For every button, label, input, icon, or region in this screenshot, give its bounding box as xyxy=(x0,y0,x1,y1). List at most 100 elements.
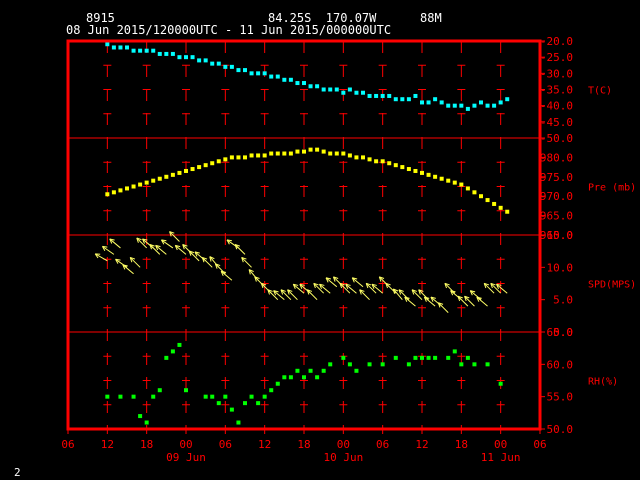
wind-arrow xyxy=(464,295,475,307)
wind-arrow-head xyxy=(333,276,339,279)
wind-arrow xyxy=(404,296,416,307)
pressure-point xyxy=(347,153,352,158)
y-tick-label: -45.0 xyxy=(540,116,573,129)
wind-arrow xyxy=(339,282,351,294)
wind-arrow-head xyxy=(261,282,267,286)
wind-arrow-head xyxy=(490,282,496,286)
pressure-point xyxy=(505,209,510,214)
humidity-point xyxy=(472,362,477,367)
pressure-point xyxy=(184,168,188,173)
wind-arrow-head xyxy=(313,283,316,289)
wind-arrow-head xyxy=(345,283,351,286)
pressure-point xyxy=(295,149,300,154)
humidity-point xyxy=(308,368,313,373)
wind-arrow xyxy=(319,283,331,294)
wind-arrow-head xyxy=(450,290,454,296)
wind-arrow-head xyxy=(306,289,310,295)
y-tick-label: -40.0 xyxy=(540,100,573,113)
wind-arrow xyxy=(287,289,298,301)
temperature-point xyxy=(347,87,352,92)
wind-arrow-head xyxy=(248,269,254,273)
temperature-point xyxy=(249,71,254,76)
wind-arrow-head xyxy=(351,277,355,283)
wind-arrow-head xyxy=(194,251,200,254)
wind-arrow-head xyxy=(101,246,106,251)
pressure-point xyxy=(413,168,418,173)
wind-arrow xyxy=(306,289,318,301)
pressure-point xyxy=(420,170,424,175)
temperature-point xyxy=(216,61,221,66)
x-tick-label: 06 xyxy=(219,438,232,451)
x-day-label: 11 Jun xyxy=(481,451,521,464)
humidity-point xyxy=(354,368,359,373)
pressure-point xyxy=(164,174,169,179)
y-tick-label: -50.0 xyxy=(540,132,573,145)
temperature-point xyxy=(492,103,497,108)
station-id: 8915 xyxy=(86,11,115,25)
wind-arrow xyxy=(136,237,148,249)
series-1 xyxy=(105,147,510,214)
pressure-point xyxy=(439,176,444,181)
temperature-point xyxy=(341,90,346,95)
pressure-point xyxy=(210,161,215,166)
wind-arrow-head xyxy=(319,283,325,286)
wind-arrow-head xyxy=(202,256,208,260)
humidity-point xyxy=(321,368,326,373)
humidity-point xyxy=(420,355,424,360)
temperature-point xyxy=(413,93,418,98)
wind-arrow-head xyxy=(273,290,279,293)
wind-arrow-head xyxy=(136,237,139,243)
wind-arrow xyxy=(169,231,180,242)
wind-arrow-head xyxy=(299,283,303,289)
wind-arrow-head xyxy=(366,282,372,286)
x-tick-label: 12 xyxy=(415,438,428,451)
time-range: 08 Jun 2015/120000UTC - 11 Jun 2015/0000… xyxy=(66,23,392,37)
wind-arrow-head xyxy=(325,277,329,283)
temperature-point xyxy=(426,100,431,105)
wind-arrow xyxy=(424,296,436,307)
wind-arrow-head xyxy=(102,245,108,248)
pressure-point xyxy=(177,170,182,175)
humidity-point xyxy=(262,394,267,399)
pressure-point xyxy=(367,157,372,162)
wind-arrow xyxy=(351,277,364,288)
temperature-point xyxy=(144,48,149,53)
wind-arrow xyxy=(115,258,128,268)
wind-arrow-head xyxy=(457,295,463,299)
temperature-point xyxy=(275,74,280,79)
wind-arrow-head xyxy=(189,250,195,254)
pressure-point xyxy=(249,153,254,158)
humidity-point xyxy=(269,388,274,393)
series-3 xyxy=(105,342,503,425)
temperature-point xyxy=(498,100,503,105)
wind-arrow-head xyxy=(293,283,299,286)
wind-arrow-head xyxy=(444,283,447,289)
temperature-point xyxy=(131,48,136,53)
wind-arrow-head xyxy=(339,282,345,286)
temperature-point xyxy=(170,51,175,56)
wind-arrow xyxy=(496,283,508,294)
wind-arrow-head xyxy=(122,264,128,267)
wind-arrow-head xyxy=(149,244,152,250)
wind-arrow-head xyxy=(385,283,388,289)
x-tick-label: 12 xyxy=(258,438,271,451)
page-number: 2 xyxy=(14,466,21,479)
wind-arrow-head xyxy=(130,256,136,260)
pressure-point xyxy=(426,172,431,177)
humidity-point xyxy=(256,401,261,406)
pressure-point xyxy=(256,153,261,158)
temperature-point xyxy=(459,103,464,108)
temperature-point xyxy=(288,77,293,82)
wind-arrow-head xyxy=(496,283,502,286)
wind-arrow-head xyxy=(339,283,343,289)
series-0 xyxy=(105,42,510,111)
wind-arrow xyxy=(109,238,121,249)
pressure-point xyxy=(393,163,398,168)
wind-arrow xyxy=(313,282,325,294)
x-day-label: 09 Jun xyxy=(166,451,206,464)
temperature-point xyxy=(315,84,320,89)
temperature-point xyxy=(328,87,333,92)
wind-arrow-head xyxy=(241,256,247,260)
wind-arrow-head xyxy=(234,244,238,250)
